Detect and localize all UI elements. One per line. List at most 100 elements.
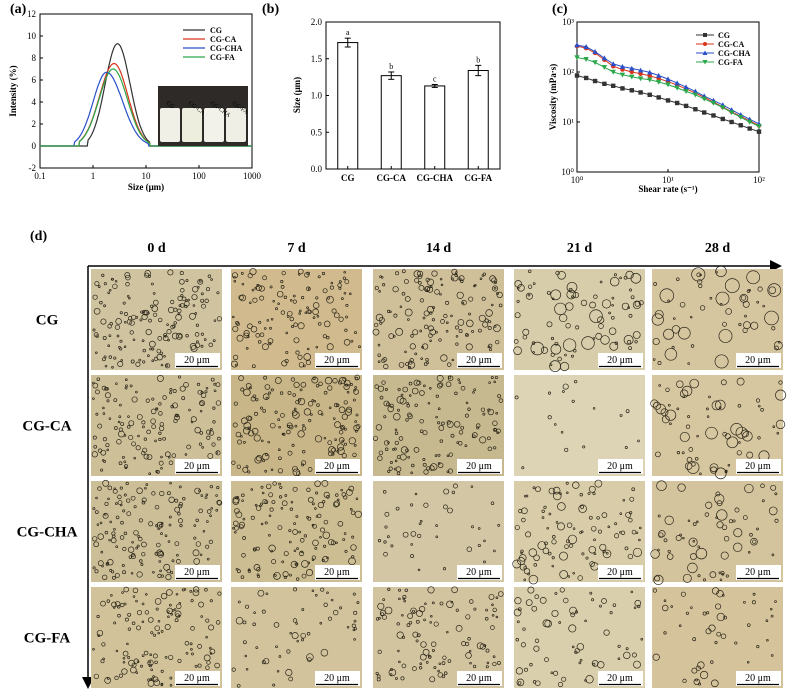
droplet <box>473 607 477 611</box>
droplet <box>293 337 300 344</box>
droplet <box>493 324 501 333</box>
droplet <box>294 562 298 566</box>
droplet <box>539 597 547 604</box>
droplet <box>465 614 471 620</box>
droplet <box>307 467 313 472</box>
droplet <box>519 563 527 571</box>
droplet <box>209 652 213 655</box>
droplet <box>446 600 454 609</box>
c-point-cg-fa <box>738 114 744 120</box>
droplet <box>273 574 277 577</box>
droplet <box>264 500 269 504</box>
micrograph-cg-cha-7-d: 20 μm <box>231 479 362 582</box>
scale-bar-box <box>598 459 643 474</box>
droplet <box>382 283 386 287</box>
droplet <box>293 522 296 525</box>
droplet <box>599 604 602 608</box>
droplet <box>233 401 238 406</box>
droplet <box>461 641 467 647</box>
droplet <box>328 406 332 410</box>
droplet <box>429 311 433 315</box>
droplet <box>213 389 217 393</box>
droplet <box>129 320 135 326</box>
droplet <box>160 521 164 525</box>
droplet <box>306 271 310 276</box>
droplet <box>334 438 337 441</box>
droplet <box>555 270 560 276</box>
droplet <box>144 486 147 490</box>
droplet <box>276 290 284 298</box>
droplet <box>550 336 555 341</box>
droplet <box>102 574 108 580</box>
droplet <box>692 522 697 526</box>
droplet <box>131 396 138 403</box>
droplet <box>469 599 474 604</box>
droplet <box>116 439 122 445</box>
droplet <box>341 492 347 497</box>
droplet <box>210 507 213 510</box>
droplet <box>107 291 111 295</box>
droplet <box>141 339 145 343</box>
droplet <box>353 610 358 615</box>
droplet <box>551 534 556 539</box>
droplet <box>281 270 286 276</box>
droplet <box>736 450 742 456</box>
droplet <box>93 444 98 449</box>
droplet <box>461 299 467 306</box>
scale-bar-box <box>457 671 502 686</box>
droplet <box>446 420 451 425</box>
droplet <box>697 661 705 669</box>
droplet <box>266 319 270 322</box>
droplet <box>211 442 216 447</box>
droplet <box>166 589 173 596</box>
droplet <box>394 676 398 680</box>
droplet <box>625 647 629 651</box>
c-point-cg-cha <box>601 55 608 61</box>
droplet <box>454 271 458 274</box>
droplet <box>585 556 589 560</box>
droplet <box>261 439 264 443</box>
droplet <box>439 292 442 296</box>
droplet <box>306 306 309 310</box>
droplet <box>233 279 237 283</box>
droplet <box>195 323 199 327</box>
droplet <box>609 276 620 287</box>
droplet <box>681 451 685 455</box>
droplet <box>408 621 413 625</box>
droplet <box>331 308 337 314</box>
droplet <box>476 426 480 430</box>
droplet <box>446 454 450 458</box>
droplet <box>159 524 163 528</box>
droplet <box>355 497 359 500</box>
droplet <box>569 543 574 548</box>
droplet <box>737 404 742 408</box>
droplet <box>128 659 135 667</box>
droplet <box>718 571 722 575</box>
droplet <box>145 329 152 336</box>
droplet <box>270 468 274 472</box>
droplet <box>680 591 686 597</box>
droplet <box>290 324 295 329</box>
a-xtick-label: 100 <box>192 171 206 181</box>
droplet <box>472 664 477 669</box>
droplet <box>186 444 192 450</box>
droplet <box>596 516 600 520</box>
droplet <box>733 542 743 552</box>
droplet <box>235 567 239 571</box>
droplet <box>323 436 327 440</box>
droplet <box>429 387 432 390</box>
droplet <box>95 496 98 500</box>
droplet <box>250 515 255 520</box>
droplet <box>518 508 523 514</box>
droplet <box>272 683 276 687</box>
droplet <box>419 429 424 433</box>
droplet <box>101 642 106 647</box>
droplet <box>194 487 201 495</box>
droplet <box>297 273 301 276</box>
droplet <box>496 660 501 665</box>
droplet <box>771 326 776 331</box>
droplet <box>168 515 172 519</box>
droplet <box>492 607 497 613</box>
scale-bar-box <box>457 565 502 580</box>
droplet <box>268 533 271 537</box>
